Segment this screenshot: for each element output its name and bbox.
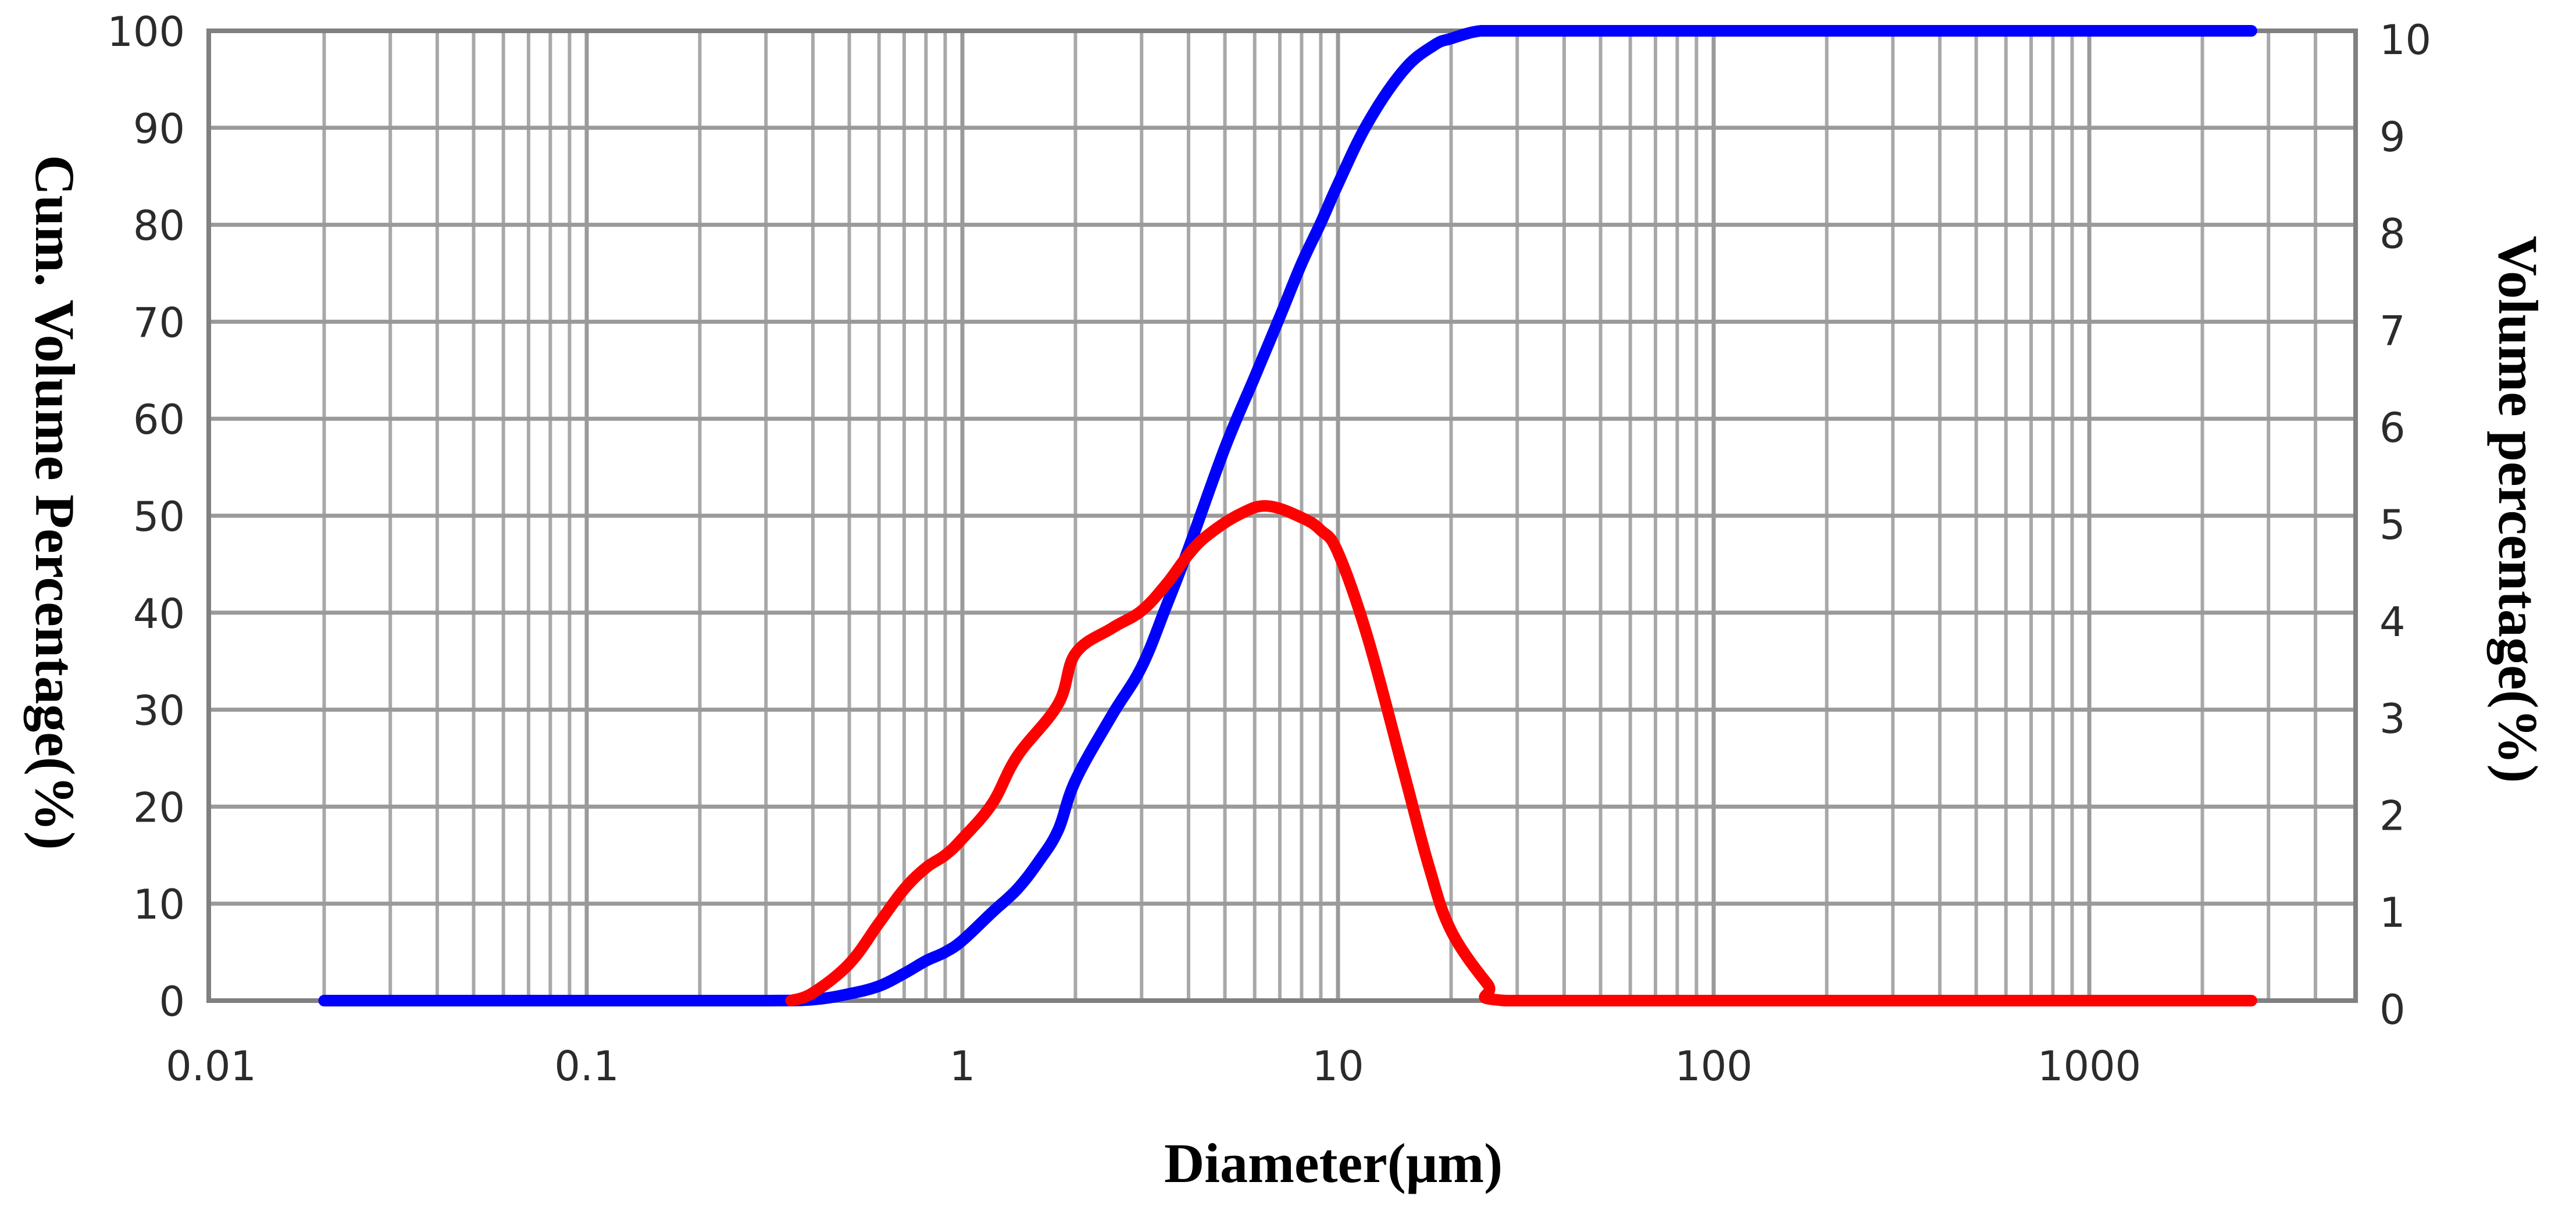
x-tick-label: 10: [1312, 1042, 1364, 1090]
right-y-tick-label: 6: [2379, 404, 2406, 452]
data-series: [318, 24, 2257, 1007]
right-y-axis-title: Volume percentage(%): [2487, 235, 2549, 783]
left-y-axis-title: Cum. Volume Percentage(%): [24, 155, 86, 849]
left-y-tick-label: 50: [133, 493, 185, 541]
left-y-tick-labels: 0 10 20 30 40 50 60 70 80 90 100: [107, 8, 185, 1026]
left-y-tick-label: 40: [133, 590, 185, 638]
right-y-tick-label: 8: [2379, 210, 2406, 258]
left-y-tick-label: 30: [133, 687, 185, 735]
right-y-tick-label: 2: [2379, 792, 2406, 840]
left-y-tick-label: 10: [133, 881, 185, 929]
right-y-tick-labels: 0 1 2 3 4 5 6 7 8 9 10: [2379, 16, 2431, 1034]
left-y-tick-label: 70: [133, 299, 185, 347]
right-y-tick-label: 0: [2379, 986, 2406, 1034]
right-y-tick-label: 5: [2379, 501, 2406, 549]
right-y-tick-label: 3: [2379, 695, 2406, 743]
left-y-tick-label: 60: [133, 396, 185, 444]
left-y-tick-label: 80: [133, 202, 185, 250]
right-y-tick-label: 7: [2379, 307, 2406, 355]
x-tick-label: 1000: [2038, 1042, 2141, 1090]
grid-lines: [209, 28, 2356, 1003]
x-axis-title: Diameter(μm): [1164, 1132, 1503, 1194]
left-y-tick-label: 0: [159, 978, 185, 1026]
x-tick-label: 1: [950, 1042, 976, 1090]
x-tick-label: 0.01: [166, 1042, 256, 1090]
x-tick-label: 0.1: [554, 1042, 619, 1090]
x-tick-labels: 0.01 0.1 1 10 100 1000: [166, 1042, 2141, 1090]
volume-percentage-curve: [785, 500, 2257, 1007]
right-y-tick-label: 4: [2379, 598, 2406, 646]
plot-frame: [206, 28, 2358, 1003]
left-y-tick-label: 20: [133, 784, 185, 831]
x-tick-label: 100: [1675, 1042, 1753, 1090]
right-y-tick-label: 10: [2379, 16, 2431, 64]
right-y-tick-label: 1: [2379, 889, 2406, 937]
left-y-tick-label: 90: [133, 105, 185, 153]
right-y-tick-label: 9: [2379, 113, 2406, 161]
left-y-tick-label: 100: [107, 8, 185, 56]
